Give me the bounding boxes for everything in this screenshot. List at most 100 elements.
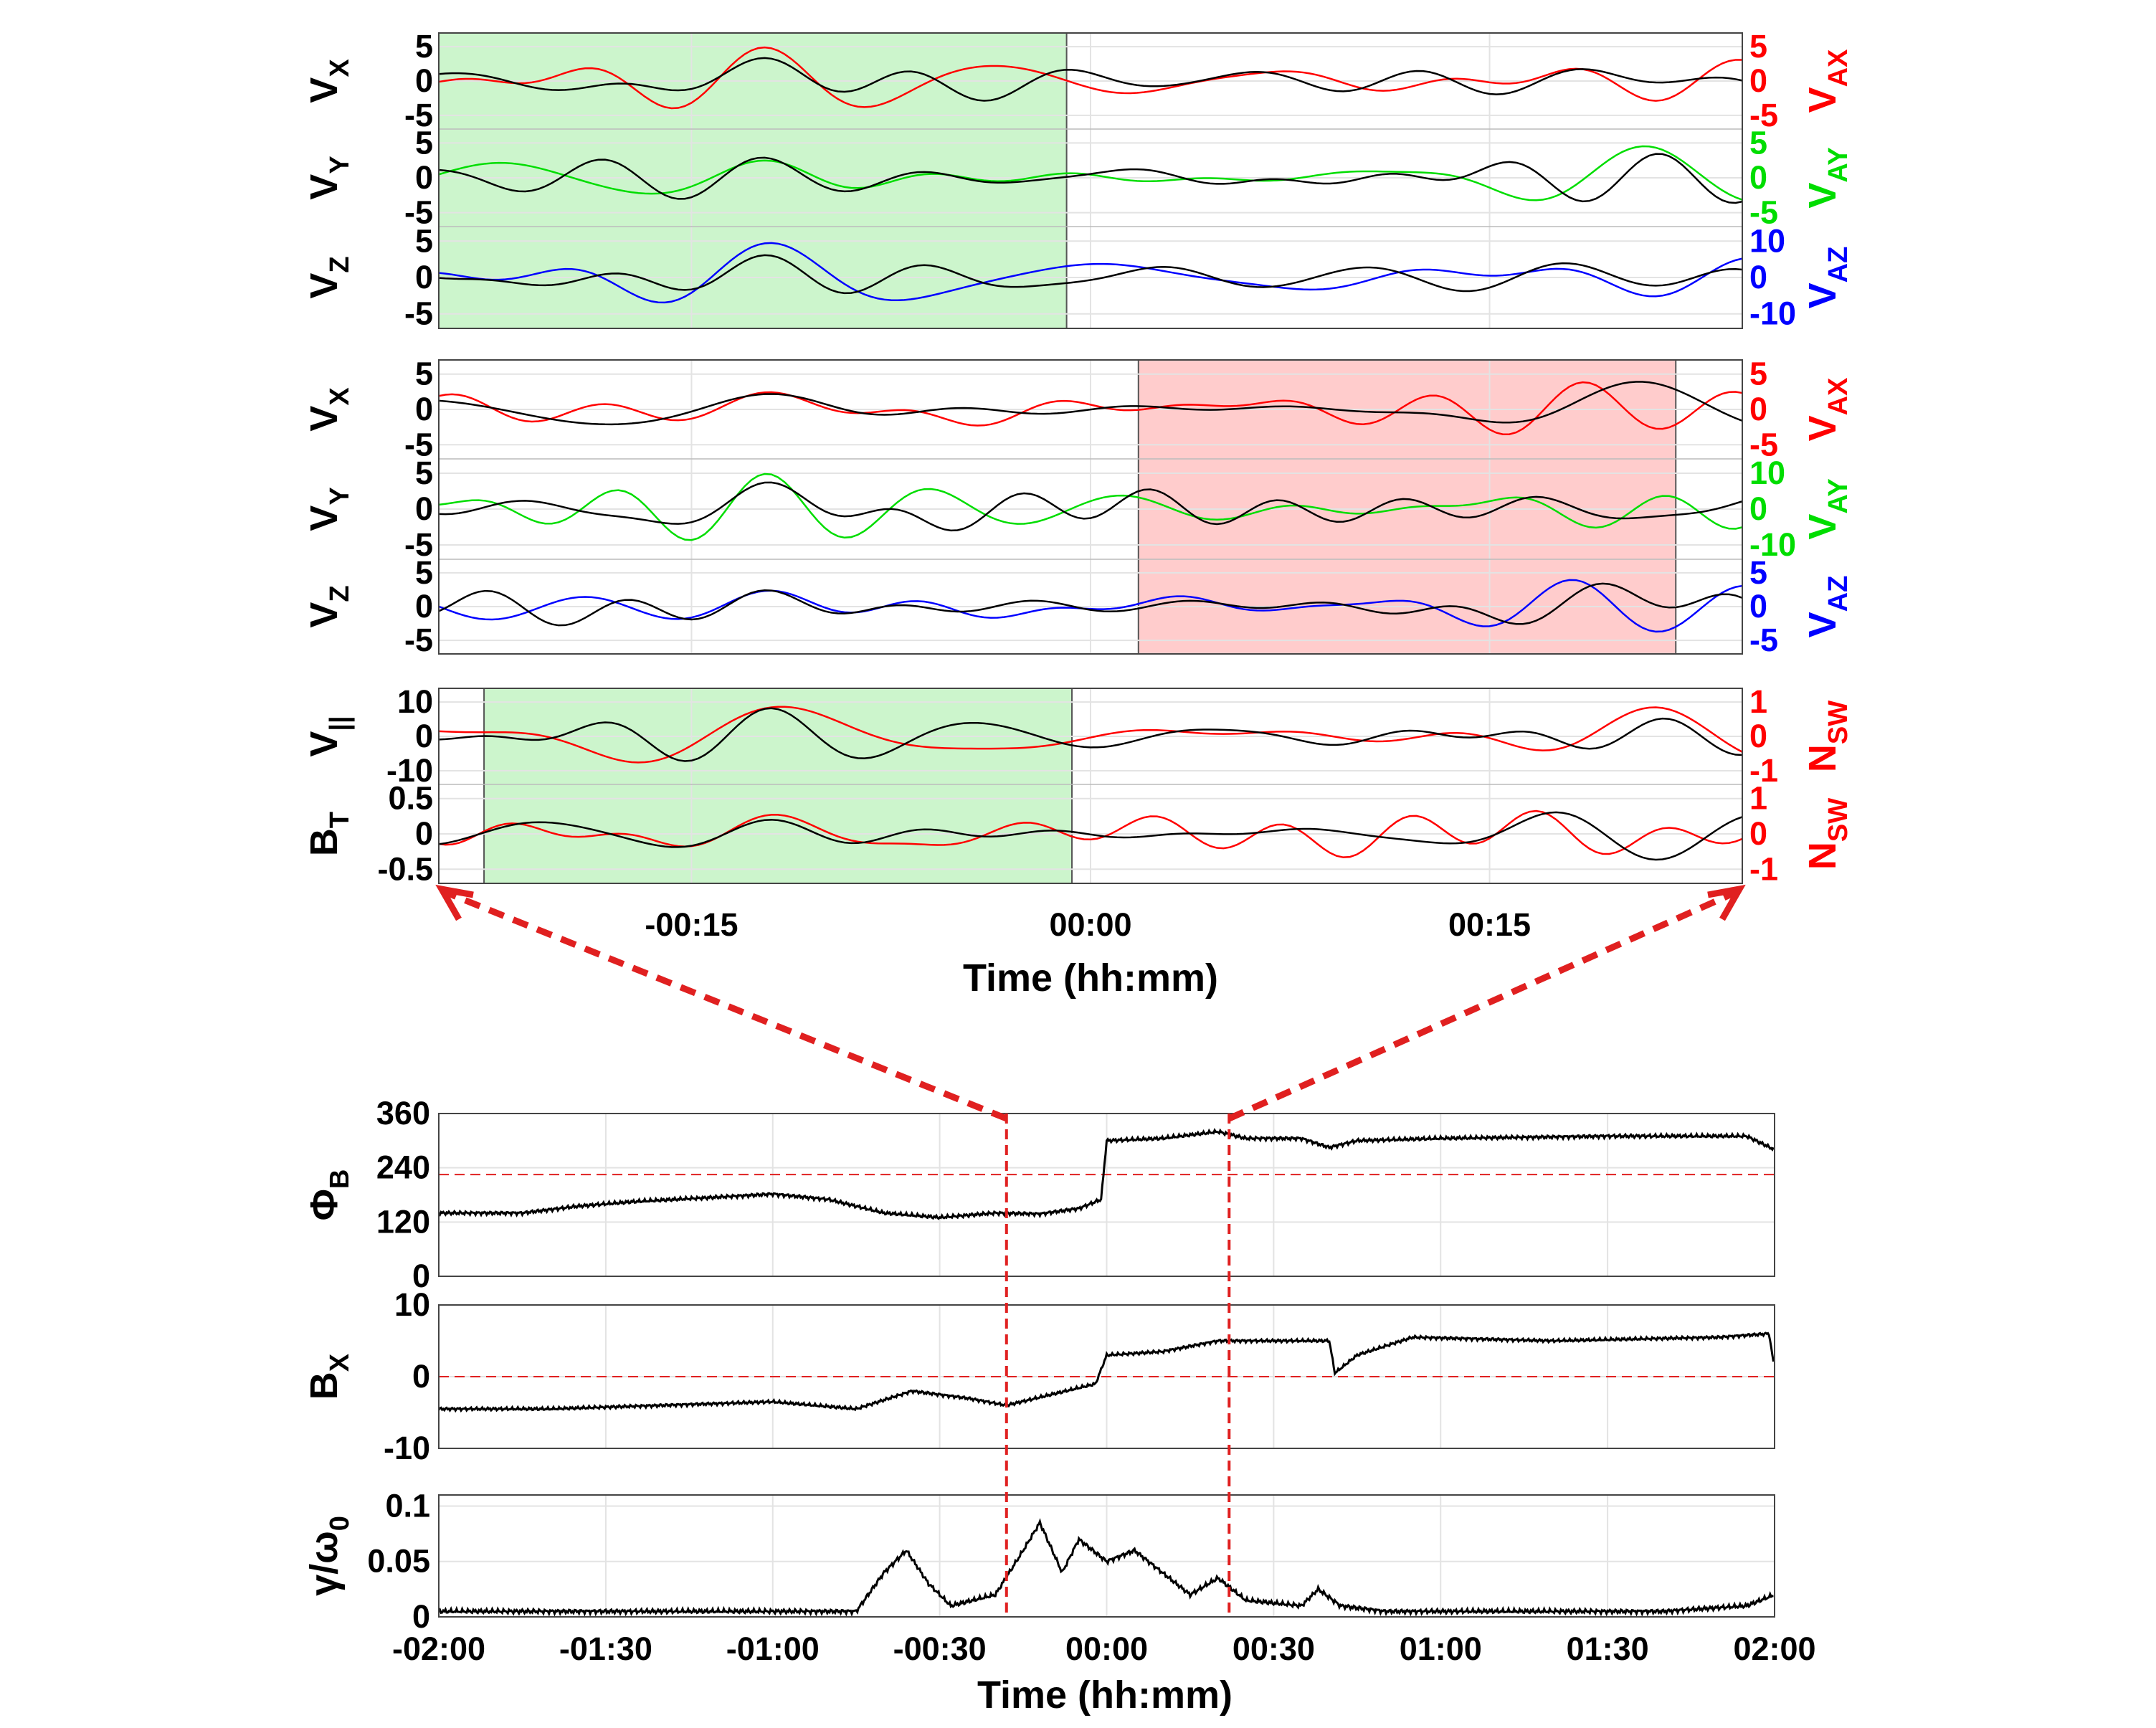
y-tick-label: -10 — [384, 1430, 430, 1466]
y-tick-label: 0 — [415, 259, 433, 295]
plot-frame — [438, 1113, 1775, 1277]
series-line — [438, 381, 1743, 426]
y-tick-label: -5 — [404, 295, 433, 332]
y-axis-label-main: V — [303, 406, 346, 432]
y-axis-label: ΦB — [303, 1169, 355, 1221]
series-line — [437, 1518, 1774, 1617]
arrow-head — [435, 884, 474, 921]
y2-axis-label-main: V — [1801, 514, 1844, 540]
y-axis-label-sub: Y — [325, 156, 355, 174]
y-tick-label: -5 — [404, 622, 433, 658]
y-tick-label: 0 — [415, 588, 433, 625]
series-line — [437, 1331, 1775, 1413]
y-axis-label-main: V — [303, 273, 346, 299]
x-axis-label: Time (hh:mm) — [963, 956, 1218, 1000]
x-tick-label: 01:00 — [1400, 1630, 1482, 1667]
y-tick-label: 0 — [415, 490, 433, 527]
plot-frame — [438, 688, 1743, 884]
x-tick-label: 00:30 — [1233, 1630, 1315, 1667]
y2-tick-label: 0 — [1749, 62, 1767, 99]
y-tick-label: -5 — [404, 526, 433, 563]
y-axis-label-main: V — [303, 505, 346, 531]
y-axis-label-main: Φ — [303, 1189, 346, 1220]
y2-axis-label-main: N — [1801, 842, 1844, 870]
y-tick-label: 360 — [376, 1095, 430, 1131]
y-tick-label: 0 — [415, 815, 433, 852]
plot-frame — [438, 1304, 1775, 1449]
y-axis-label: VY — [303, 156, 355, 199]
y2-tick-label: -5 — [1749, 426, 1778, 462]
y-axis-label-main: B — [303, 828, 346, 856]
y-axis-label: BX — [303, 1353, 355, 1400]
y2-axis-label: NSW — [1801, 798, 1853, 870]
y-axis-label-sub: B — [325, 1169, 355, 1189]
y2-tick-label: 0 — [1749, 490, 1767, 527]
y-axis-label: VZ — [303, 585, 355, 627]
y-tick-label: 5 — [415, 222, 433, 259]
y-tick-label: 0 — [415, 718, 433, 754]
y2-tick-label: 1 — [1749, 683, 1767, 720]
y2-tick-label: 5 — [1749, 554, 1767, 591]
y-tick-label: 0 — [415, 159, 433, 196]
y2-tick-label: 10 — [1749, 222, 1785, 259]
y-tick-label: 0.1 — [385, 1487, 430, 1524]
y-tick-label: -5 — [404, 194, 433, 231]
y-tick-label: 10 — [394, 1286, 430, 1323]
y2-axis-label-sub: AX — [1823, 377, 1853, 415]
x-tick-label: -01:30 — [559, 1630, 652, 1667]
x-tick-label: 00:15 — [1448, 906, 1531, 943]
y2-tick-label: 0 — [1749, 815, 1767, 852]
y-axis-label-sub: T — [325, 812, 355, 828]
y-axis-label-sub: Y — [325, 487, 355, 505]
y-tick-label: 0 — [412, 1258, 430, 1294]
y2-axis-label-sub: SW — [1823, 798, 1853, 842]
y-axis-label: VX — [303, 59, 355, 103]
x-axis-label: Time (hh:mm) — [977, 1674, 1233, 1717]
y-axis-label-sub: X — [325, 387, 355, 406]
y-tick-label: -5 — [404, 426, 433, 462]
y2-axis-label-sub: AY — [1823, 478, 1853, 513]
y2-axis-label-sub: AY — [1823, 147, 1853, 182]
y2-axis-label: VAZ — [1801, 247, 1853, 309]
x-tick-label: 00:00 — [1065, 1630, 1148, 1667]
y2-axis-label: VAZ — [1801, 576, 1853, 638]
x-tick-label: 00:00 — [1049, 906, 1131, 943]
y-axis-label: V|| — [303, 716, 355, 756]
plot-frame — [438, 359, 1743, 655]
series-line — [438, 582, 1743, 627]
y-axis-label-sub: 0 — [325, 1516, 355, 1531]
y-axis-label: BT — [303, 812, 355, 856]
series-line — [438, 811, 1743, 861]
y-axis-label-main: V — [303, 602, 346, 628]
y2-tick-label: -5 — [1749, 194, 1778, 231]
x-tick-label: -00:30 — [893, 1630, 987, 1667]
y-tick-label: -0.5 — [377, 850, 433, 887]
zoom-arrow — [1227, 888, 1738, 1122]
zoom-arrow — [443, 888, 1008, 1122]
y2-axis-label-main: V — [1801, 283, 1844, 308]
y2-tick-label: 0 — [1749, 588, 1767, 625]
arrow-head — [1707, 884, 1746, 921]
y-axis-label-main: V — [303, 731, 346, 757]
y2-tick-label: -1 — [1749, 752, 1778, 789]
y-tick-label: 5 — [415, 28, 433, 65]
y2-tick-label: 5 — [1749, 356, 1767, 392]
y2-tick-label: 0 — [1749, 391, 1767, 427]
y2-axis-label-sub: AZ — [1823, 247, 1853, 283]
series-line — [438, 57, 1743, 102]
y2-axis-label: NSW — [1801, 701, 1853, 772]
y-tick-label: 0 — [415, 391, 433, 427]
plot-frame — [438, 32, 1743, 329]
y-axis-label-sub: Z — [325, 256, 355, 272]
y2-axis-label-main: V — [1801, 183, 1844, 209]
series-line — [437, 1128, 1775, 1220]
y2-tick-label: 5 — [1749, 124, 1767, 161]
y2-axis-label-main: V — [1801, 612, 1844, 637]
y-axis-label: VX — [303, 387, 355, 432]
y-tick-label: 0 — [412, 1598, 430, 1635]
y2-tick-label: 5 — [1749, 28, 1767, 65]
y-tick-label: 0 — [412, 1358, 430, 1395]
series-line — [438, 579, 1743, 633]
y-axis-label: γ/ω0 — [303, 1516, 355, 1596]
